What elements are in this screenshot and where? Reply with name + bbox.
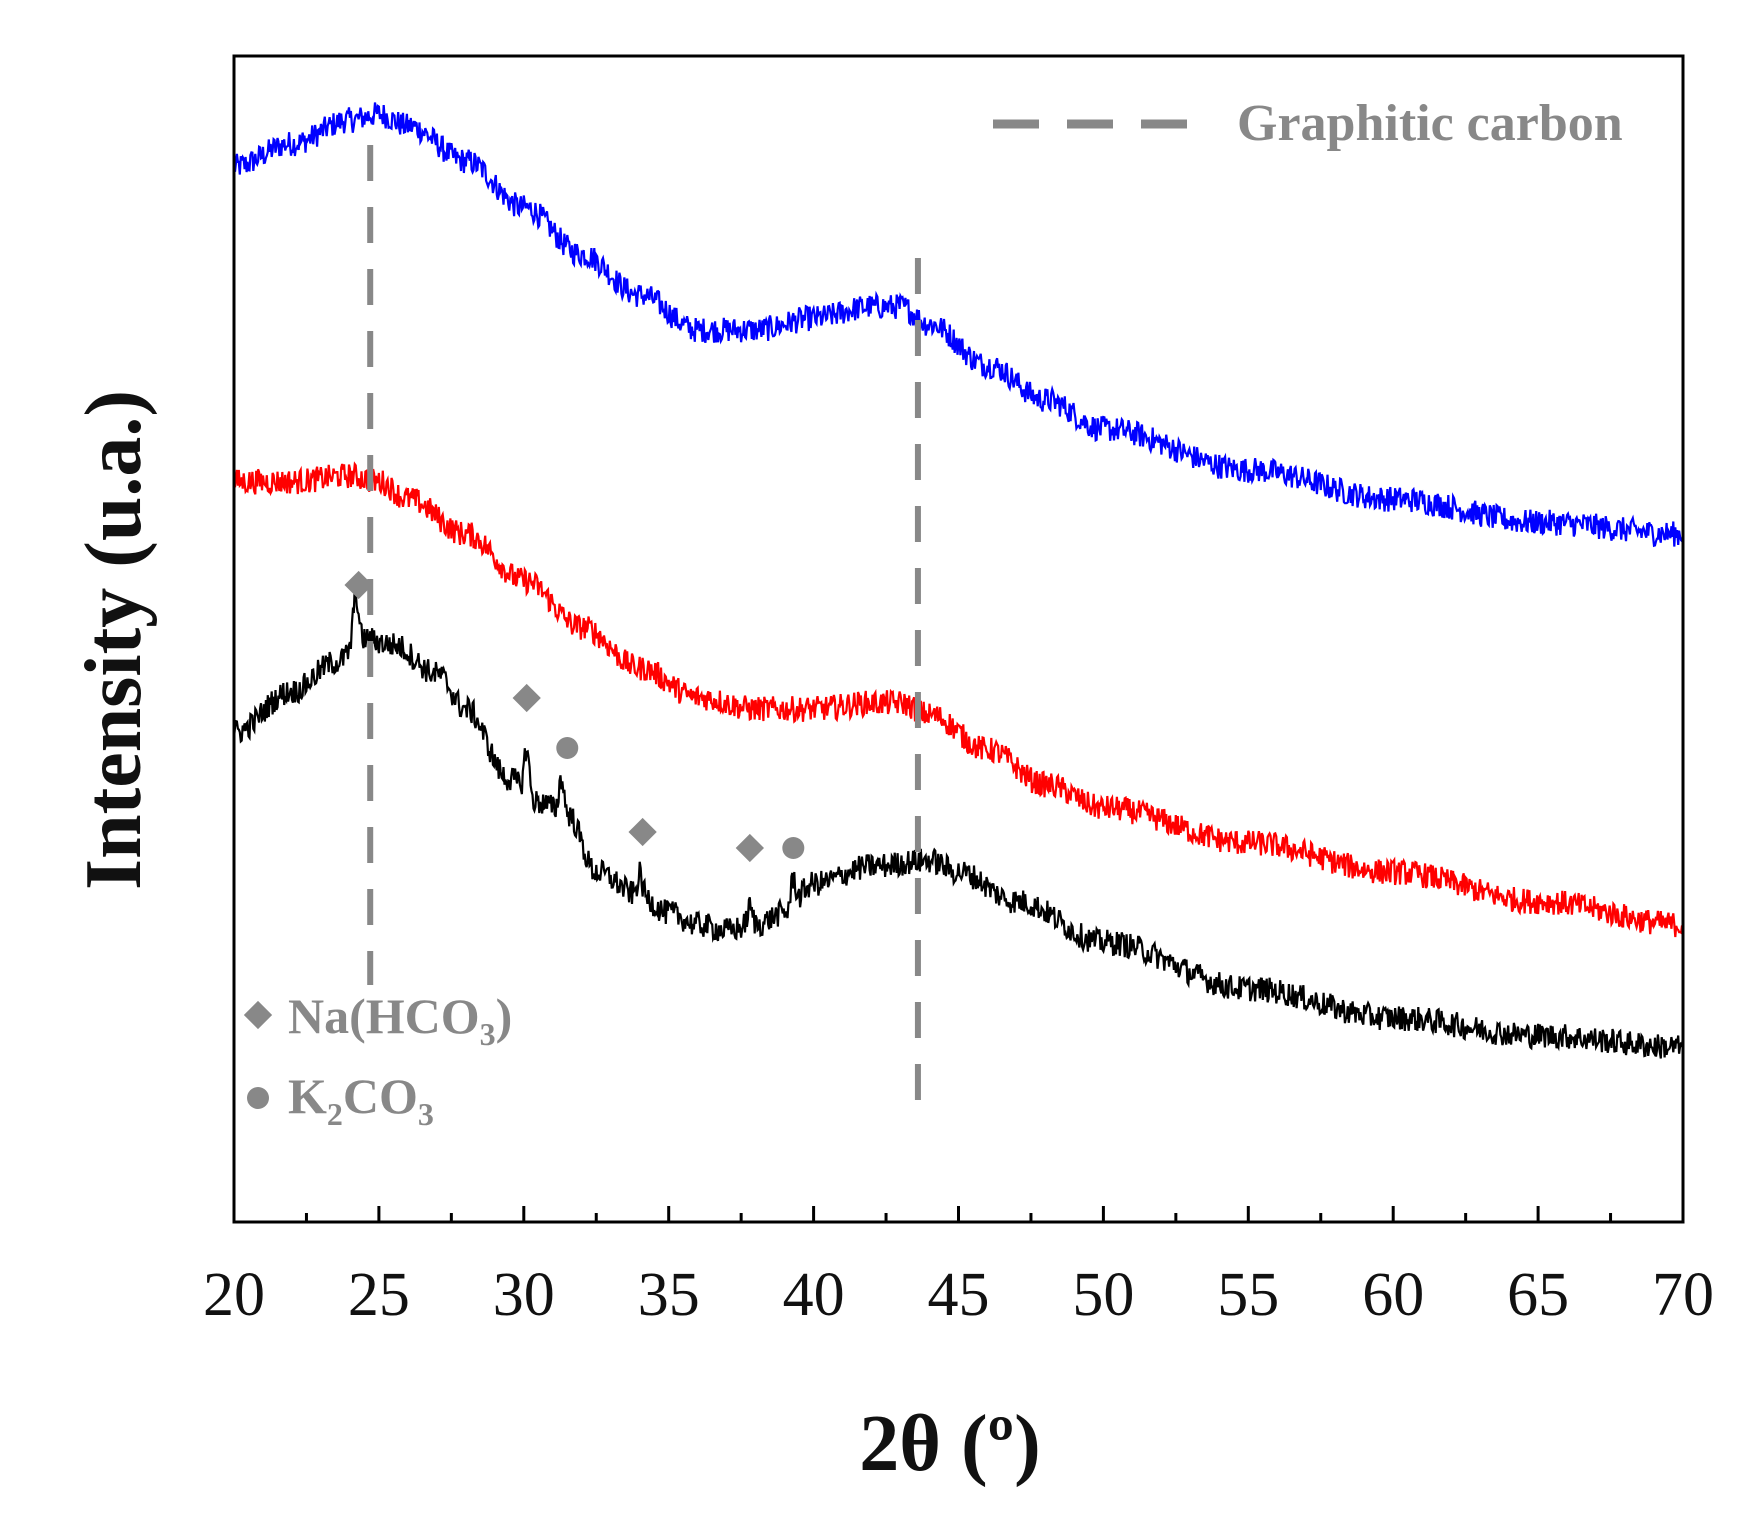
nahco3-tail: ) xyxy=(496,988,513,1044)
k2co3-sub: 2 xyxy=(327,1096,343,1132)
x-tick-label-0: 20 xyxy=(203,1261,265,1329)
x-tick-label-7: 55 xyxy=(1217,1261,1279,1329)
refline-legend-label: Graphitic carbon xyxy=(1237,95,1623,152)
diamond-marker-4 xyxy=(735,833,764,863)
nahco3-sub: 3 xyxy=(480,1016,496,1052)
marker-legend: Na(HCO3) K2CO3 xyxy=(243,988,512,1132)
marker-legend-label-k2co3: K2CO3 xyxy=(288,1068,434,1132)
circle-marker-2 xyxy=(556,737,579,759)
x-tick-label-9: 65 xyxy=(1507,1261,1569,1329)
x-tick-label-5: 45 xyxy=(928,1261,990,1329)
k2co3-sub2: 3 xyxy=(418,1096,434,1132)
nahco3-main: Na(HCO xyxy=(288,988,480,1044)
reference-lines xyxy=(367,145,921,1100)
diamond-marker-3 xyxy=(628,817,657,847)
x-tick-label-2: 30 xyxy=(493,1261,555,1329)
circle-marker-5 xyxy=(782,837,805,859)
series-line-2 xyxy=(232,584,1685,1059)
x-tick-label-1: 25 xyxy=(348,1261,410,1329)
x-axis-title: 2θ (º) xyxy=(859,1400,1040,1488)
phase-markers xyxy=(344,570,805,863)
x-tick-label-3: 35 xyxy=(638,1261,700,1329)
series-line-1 xyxy=(232,461,1685,938)
diamond-legend-icon xyxy=(243,1000,273,1030)
x-tick-label-6: 50 xyxy=(1072,1261,1134,1329)
y-axis-title: Intensity (u.a.) xyxy=(70,390,158,890)
series-layer xyxy=(232,102,1685,1059)
x-tick-label-4: 40 xyxy=(783,1261,845,1329)
circle-legend-icon xyxy=(247,1087,269,1109)
refline-legend: Graphitic carbon xyxy=(993,95,1623,152)
k2co3-tail: CO xyxy=(343,1068,418,1124)
x-axis-ticks: 20 25 30 35 40 45 50 55 60 65 70 xyxy=(203,1206,1714,1329)
marker-legend-label-nahco3: Na(HCO3) xyxy=(288,988,512,1052)
series-line-0 xyxy=(232,102,1684,548)
x-tick-label-8: 60 xyxy=(1362,1261,1424,1329)
x-tick-label-10: 70 xyxy=(1652,1261,1714,1329)
plot-frame xyxy=(232,54,1685,1224)
k2co3-main: K xyxy=(288,1068,327,1124)
diamond-marker-1 xyxy=(512,683,541,713)
diamond-marker-0 xyxy=(344,570,373,600)
